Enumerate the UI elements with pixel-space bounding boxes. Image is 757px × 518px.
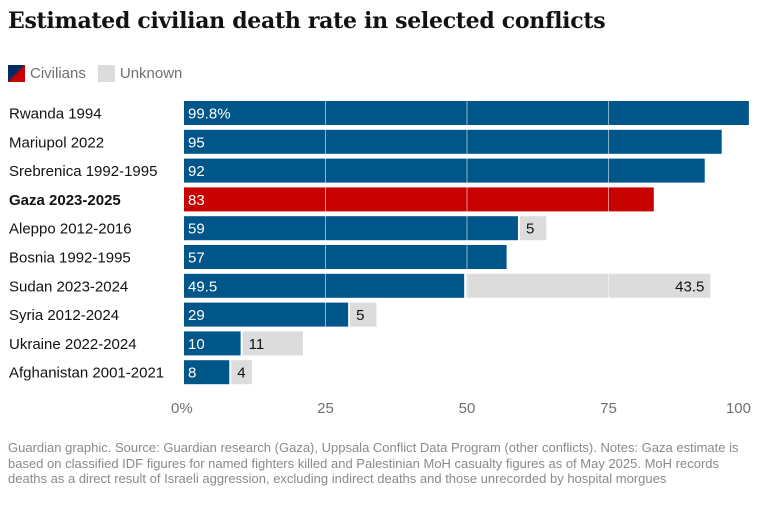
data-label-unknown: 11 xyxy=(249,336,265,353)
category-label: Srebrenica 1992-1995 xyxy=(9,163,157,180)
data-label-unknown: 5 xyxy=(356,307,364,324)
data-label-civilians: 8 xyxy=(188,365,196,382)
category-label: Gaza 2023-2025 xyxy=(9,192,121,209)
bar-unknown xyxy=(231,360,252,385)
bar-unknown xyxy=(350,302,377,327)
category-label: Rwanda 1994 xyxy=(9,106,102,123)
legend-swatch-civilians xyxy=(8,64,25,82)
bar-civilians xyxy=(184,245,507,269)
category-label: Mariupol 2022 xyxy=(9,134,104,151)
data-label-unknown: 5 xyxy=(526,221,534,238)
x-tick-label: 25 xyxy=(317,400,334,417)
category-label: Afghanistan 2001-2021 xyxy=(9,365,164,382)
data-label-civilians: 99.8% xyxy=(188,106,231,123)
data-label-civilians: 57 xyxy=(188,250,205,267)
bar-civilians xyxy=(184,360,230,385)
bar-civilians xyxy=(184,101,749,125)
bar-civilians xyxy=(184,331,241,356)
bar-civilians xyxy=(184,158,705,183)
bar-chart: Rwanda 1994 99.8% Mariupol 2022 95 Srebrenic… xyxy=(9,99,751,418)
bar-civilians xyxy=(184,302,349,327)
category-label: Syria 2012-2024 xyxy=(9,307,119,324)
data-label-unknown: 43.5 xyxy=(675,278,704,295)
bar-unknown xyxy=(466,273,711,298)
bar-civilians xyxy=(184,273,465,298)
category-label: Bosnia 1992-1995 xyxy=(9,250,131,267)
category-label: Sudan 2023-2024 xyxy=(9,278,128,295)
footnote: Guardian graphic. Source: Guardian resea… xyxy=(8,440,739,487)
x-tick-label: 75 xyxy=(600,400,617,417)
legend: Civilians Unknown xyxy=(8,63,194,83)
category-label: Aleppo 2012-2016 xyxy=(9,221,132,238)
legend-label-civilians: Civilians xyxy=(30,64,86,82)
legend-item-civilians: Civilians xyxy=(8,64,86,82)
data-label-civilians: 83 xyxy=(188,192,205,209)
bar-civilians xyxy=(184,187,654,212)
category-label: Ukraine 2022-2024 xyxy=(9,336,137,353)
data-label-civilians: 49.5 xyxy=(188,278,217,295)
x-tick-label: 50 xyxy=(459,400,476,417)
data-label-civilians: 59 xyxy=(188,221,205,238)
legend-swatch-unknown xyxy=(97,64,115,82)
data-label-civilians: 95 xyxy=(188,134,205,151)
legend-label-unknown: Unknown xyxy=(119,64,183,82)
legend-item-unknown: Unknown xyxy=(97,64,183,82)
x-tick-label: 0% xyxy=(171,400,193,417)
bars-group xyxy=(184,101,749,385)
data-label-unknown: 4 xyxy=(237,365,245,382)
labels-group: Rwanda 1994 99.8% Mariupol 2022 95 Srebrenic… xyxy=(9,106,751,418)
data-label-civilians: 10 xyxy=(188,336,205,353)
bar-civilians xyxy=(184,129,722,154)
data-label-civilians: 29 xyxy=(188,307,205,324)
chart-title: Estimated civilian death rate in selecte… xyxy=(8,8,606,34)
bar-unknown xyxy=(519,216,547,241)
gridlines-group xyxy=(325,99,609,385)
bar-civilians xyxy=(184,216,518,241)
x-tick-label: 100 xyxy=(726,400,751,417)
data-label-civilians: 92 xyxy=(188,163,205,180)
bar-unknown xyxy=(242,331,303,356)
